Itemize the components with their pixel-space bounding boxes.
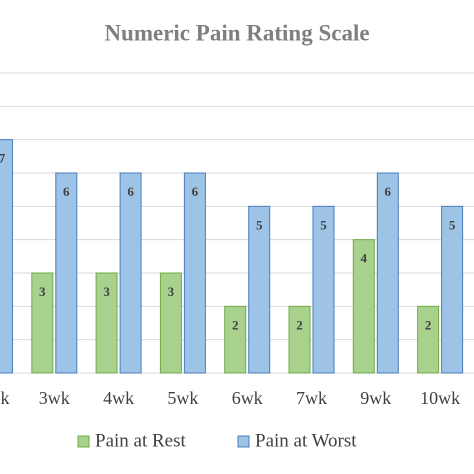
legend-swatch	[237, 435, 250, 448]
value-label: 2	[296, 317, 303, 332]
value-label: 2	[232, 317, 239, 332]
value-label: 6	[385, 184, 392, 199]
bar	[31, 272, 54, 374]
legend-swatch	[77, 435, 90, 448]
bar	[352, 239, 375, 374]
value-label: 5	[256, 217, 263, 232]
legend-label: Pain at Worst	[255, 430, 357, 451]
x-tick-label: 6wk	[232, 388, 263, 408]
bar	[248, 205, 271, 374]
value-label: 4	[361, 251, 368, 266]
value-label: 3	[39, 284, 46, 299]
x-tick-label: 4wk	[103, 388, 134, 408]
bar	[0, 139, 13, 374]
x-tick-label: k	[1, 388, 10, 408]
bar	[224, 305, 247, 374]
value-label: 6	[127, 184, 134, 199]
bar	[312, 205, 335, 374]
bar	[95, 272, 118, 374]
value-label: 6	[63, 184, 70, 199]
bar	[55, 172, 78, 374]
bar	[417, 305, 440, 374]
value-label: 5	[320, 217, 327, 232]
x-tick-label: 9wk	[360, 388, 391, 408]
value-label: 3	[103, 284, 110, 299]
value-label: 3	[168, 284, 175, 299]
x-tick-label: 3wk	[39, 388, 70, 408]
x-tick-label: 7wk	[296, 388, 327, 408]
value-label: 7	[0, 151, 6, 166]
bar	[159, 272, 182, 374]
x-tick-label: 10wk	[420, 388, 460, 408]
chart-title: Numeric Pain Rating Scale	[104, 20, 369, 45]
x-tick-label: 5wk	[167, 388, 198, 408]
bar	[119, 172, 142, 374]
bar	[288, 305, 311, 374]
legend-label: Pain at Rest	[95, 430, 186, 451]
value-label: 2	[425, 317, 432, 332]
bar	[183, 172, 206, 374]
value-label: 5	[449, 217, 456, 232]
value-label: 6	[192, 184, 199, 199]
bar	[441, 205, 464, 374]
bar	[376, 172, 399, 374]
